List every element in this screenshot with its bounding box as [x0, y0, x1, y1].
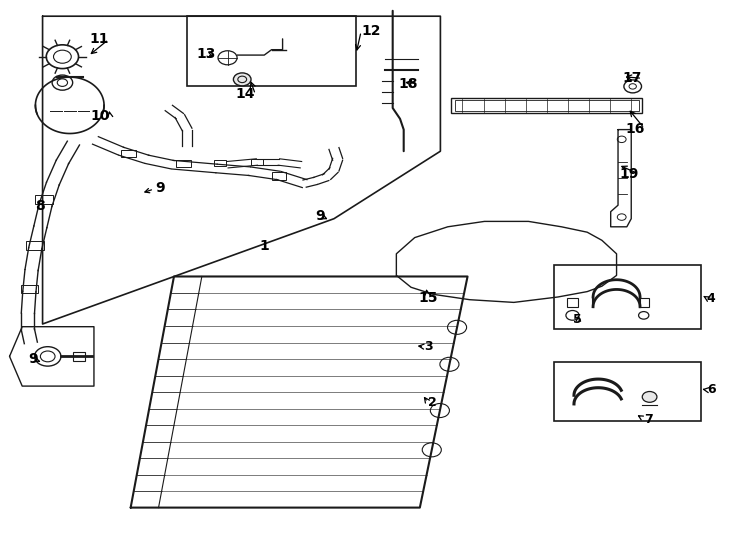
Text: 9: 9 — [155, 181, 165, 195]
Bar — [554, 265, 701, 329]
Circle shape — [642, 392, 657, 402]
Text: 11: 11 — [89, 32, 109, 46]
Text: 18: 18 — [399, 77, 418, 91]
Bar — [35, 195, 53, 204]
Bar — [187, 16, 356, 86]
Bar — [121, 150, 136, 157]
Bar — [455, 100, 639, 111]
Bar — [176, 160, 191, 167]
Text: 15: 15 — [418, 291, 438, 305]
Bar — [567, 298, 578, 307]
Bar — [451, 98, 642, 113]
Circle shape — [233, 73, 251, 86]
Text: 2: 2 — [428, 396, 437, 409]
Text: 10: 10 — [91, 109, 110, 123]
Text: 4: 4 — [707, 292, 716, 305]
Text: 14: 14 — [236, 87, 255, 102]
Text: 5: 5 — [573, 313, 581, 326]
Text: 17: 17 — [623, 71, 642, 85]
Text: 19: 19 — [619, 167, 639, 181]
Text: 7: 7 — [644, 413, 653, 426]
Bar — [26, 241, 44, 250]
Bar — [251, 159, 263, 165]
Text: 1: 1 — [259, 239, 269, 253]
Text: 9: 9 — [28, 352, 37, 366]
Bar — [272, 172, 286, 180]
Text: 3: 3 — [424, 340, 433, 353]
Bar — [214, 160, 226, 166]
Text: 6: 6 — [707, 383, 716, 396]
Bar — [21, 285, 38, 293]
Bar — [73, 352, 85, 361]
Text: 12: 12 — [361, 24, 381, 38]
Text: 16: 16 — [625, 122, 644, 136]
Bar — [554, 362, 701, 421]
Bar — [639, 298, 649, 307]
Text: 13: 13 — [197, 47, 216, 61]
Text: 9: 9 — [316, 209, 325, 223]
Text: 8: 8 — [35, 199, 46, 213]
